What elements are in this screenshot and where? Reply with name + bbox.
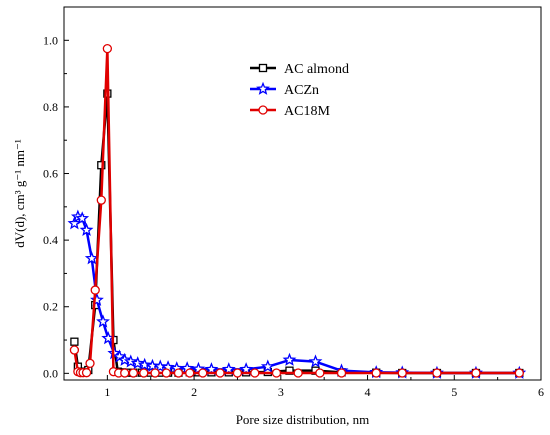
data-point: [471, 368, 481, 378]
data-point: [139, 368, 149, 378]
x-tick-label: 6: [538, 385, 544, 399]
data-point: [145, 358, 160, 372]
series-ac-almond: [70, 89, 524, 378]
data-point: [90, 285, 100, 295]
y-tick-label: 0.0: [43, 366, 58, 380]
y-tick-label: 0.2: [43, 300, 58, 314]
data-point: [102, 43, 113, 54]
data-point: [215, 368, 225, 378]
data-point: [371, 368, 381, 378]
x-tick-label: 4: [365, 385, 371, 399]
axis-ticks: 1 2 3 4 5 6 0.0 0.2 0.4 0.6 0.8 1.0: [43, 6, 544, 399]
data-point: [130, 356, 145, 370]
data-point: [336, 368, 347, 378]
series-line: [73, 92, 520, 375]
data-point: [185, 368, 195, 378]
data-point: [120, 368, 130, 378]
data-point: [239, 362, 254, 376]
legend: AC almond ACZn AC18M: [250, 62, 349, 119]
legend-label: AC almond: [284, 62, 349, 77]
data-point: [137, 357, 152, 371]
data-point: [97, 161, 106, 170]
data-point: [150, 368, 160, 378]
series-ac18m: [69, 43, 524, 378]
y-tick-label: 0.4: [43, 233, 58, 247]
legend-swatch-marker: [258, 105, 268, 115]
data-point: [293, 368, 303, 378]
x-tick-label: 2: [191, 385, 197, 399]
data-point: [75, 211, 90, 225]
series-layer: [67, 43, 527, 379]
data-point: [250, 368, 260, 378]
data-point: [282, 352, 297, 366]
data-point: [153, 359, 168, 373]
data-point: [128, 368, 139, 378]
legend-entry: ACZn: [250, 81, 319, 98]
x-tick-label: 1: [104, 385, 110, 399]
y-tick-label: 1.0: [43, 33, 58, 47]
series-aczn: [67, 209, 527, 379]
data-point: [397, 368, 407, 378]
data-point: [85, 358, 95, 368]
data-point: [432, 368, 442, 378]
data-point: [161, 368, 171, 378]
x-tick-label: 5: [451, 385, 457, 399]
data-point: [90, 292, 104, 306]
legend-label: ACZn: [284, 83, 319, 98]
y-tick-label: 0.8: [43, 100, 58, 114]
data-point: [96, 314, 110, 328]
data-point: [67, 216, 82, 230]
x-axis-title: Pore size distribution, nm: [236, 412, 370, 427]
legend-entry: AC18M: [250, 104, 330, 119]
data-point: [315, 368, 325, 378]
data-point: [81, 368, 92, 378]
data-point: [232, 368, 243, 378]
data-point: [514, 368, 524, 378]
x-tick-label: 3: [278, 385, 284, 399]
legend-label: AC18M: [284, 104, 330, 119]
data-point: [173, 368, 184, 378]
y-tick-label: 0.6: [43, 167, 58, 181]
data-point: [69, 345, 80, 355]
data-point: [198, 368, 208, 378]
legend-entry: AC almond: [250, 62, 349, 77]
data-point: [70, 337, 79, 346]
plot-frame: [63, 6, 542, 381]
legend-swatch-marker: [258, 63, 268, 73]
series-line: [73, 215, 520, 375]
data-point: [308, 354, 323, 368]
data-point: [79, 222, 94, 237]
data-point: [96, 195, 106, 205]
y-axis-title: dV(d), cm³ g⁻¹ nm⁻¹: [12, 139, 27, 248]
legend-swatch-marker: [256, 81, 270, 95]
data-point: [123, 354, 138, 368]
data-point: [84, 251, 99, 265]
data-point: [221, 362, 236, 376]
plot-area: 1 2 3 4 5 6 0.0 0.2 0.4 0.6 0.8 1.0: [43, 6, 544, 399]
data-point: [260, 359, 275, 373]
data-point: [204, 362, 219, 376]
data-point: [271, 368, 282, 378]
